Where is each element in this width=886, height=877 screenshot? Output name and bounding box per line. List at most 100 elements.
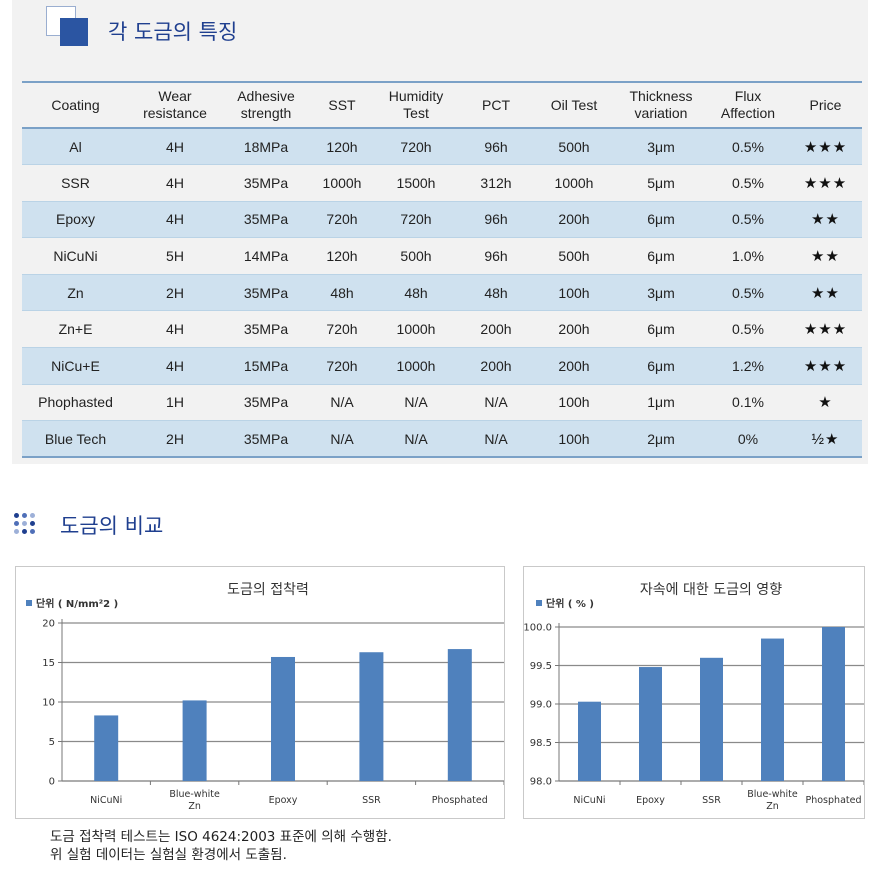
y-tick-label: 15 (42, 658, 55, 669)
price-rating-cell: ★★★ (789, 164, 862, 202)
table-cell: 15MPa (221, 347, 311, 385)
chart-title: 도금의 접착력 (227, 582, 309, 598)
x-category-label: Blue-white (169, 789, 220, 800)
table-cell: SSR (22, 164, 129, 202)
column-header: Coating (22, 81, 129, 129)
price-rating-cell: ½★ (789, 420, 862, 459)
table-cell: 100h (533, 420, 615, 459)
column-header: Humidity Test (373, 81, 459, 129)
table-cell: N/A (373, 384, 459, 421)
x-category-label: Phosphated (806, 795, 862, 806)
dot (14, 529, 19, 534)
table-cell: NiCuNi (22, 237, 129, 275)
table-row: SSR 4H 35MPa 1000h 1500h 312h 1000h 5μm 0.5% ★★★ (22, 164, 862, 202)
table-cell: 0.5% (707, 273, 789, 312)
table-cell: Blue Tech (22, 420, 129, 459)
column-header-line: strength (240, 105, 292, 121)
table-cell: 4H (129, 200, 221, 239)
table-cell: 120h (311, 127, 373, 166)
x-category-label: Epoxy (636, 795, 665, 806)
table-row: NiCuNi 5H 14MPa 120h 500h 96h 500h 6μm 1.0% ★★ (22, 237, 862, 275)
y-tick-label: 100.0 (524, 623, 552, 634)
dot (14, 521, 19, 526)
column-header-line: Affection (720, 105, 776, 121)
table-cell: 1μm (615, 384, 707, 421)
column-header-line: Flux (734, 88, 762, 104)
column-header-line: Coating (51, 96, 100, 113)
square-bullet-icon (46, 6, 88, 46)
y-tick-label: 99.0 (530, 700, 552, 711)
table-cell: 6μm (615, 310, 707, 348)
table-row: Phophasted 1H 35MPa N/A N/A N/A 100h 1μm 0.1% ★ (22, 384, 862, 421)
table-cell: 35MPa (221, 164, 311, 202)
dot (22, 513, 27, 518)
dot (14, 513, 19, 518)
table-cell: N/A (459, 384, 533, 421)
table-cell: 14MPa (221, 237, 311, 275)
column-header: PCT (459, 81, 533, 129)
bar (700, 657, 723, 781)
table-cell: 35MPa (221, 200, 311, 239)
table-cell: 720h (373, 127, 459, 166)
column-header-line: Test (403, 105, 429, 121)
y-tick-label: 10 (42, 698, 55, 709)
table-row: Zn 2H 35MPa 48h 48h 48h 100h 3μm 0.5% ★★ (22, 273, 862, 312)
table-cell: 720h (311, 347, 373, 385)
table-cell: 1H (129, 384, 221, 421)
bar (578, 701, 601, 781)
dots-bullet-icon (14, 513, 36, 535)
table-cell: 48h (459, 273, 533, 312)
table-row: Epoxy 4H 35MPa 720h 720h 96h 200h 6μm 0.5% ★★ (22, 200, 862, 239)
column-header-line: Wear (158, 88, 192, 104)
table-cell: 1.0% (707, 237, 789, 275)
table-cell: 0.5% (707, 310, 789, 348)
x-category-label: Epoxy (269, 795, 298, 806)
column-header: Adhesive strength (221, 81, 311, 129)
table-cell: Zn (22, 273, 129, 312)
price-rating-cell: ★★★ (789, 127, 862, 166)
table-cell: 2μm (615, 420, 707, 459)
table-cell: 96h (459, 127, 533, 166)
x-category-label: NiCuNi (90, 795, 122, 806)
table-cell: 3μm (615, 127, 707, 166)
table-cell: 1000h (533, 164, 615, 202)
footnote-line-2: 위 실험 데이터는 실험실 환경에서 도출됨. (50, 847, 287, 863)
table-cell: 48h (373, 273, 459, 312)
table-cell: 6μm (615, 237, 707, 275)
table-cell: 200h (533, 200, 615, 239)
table-cell: 3μm (615, 273, 707, 312)
x-category-label: Zn (766, 801, 779, 812)
chart-title: 자속에 대한 도금의 영향 (640, 582, 782, 598)
y-tick-label: 0 (49, 777, 55, 788)
table-cell: 35MPa (221, 420, 311, 459)
table-cell: 5H (129, 237, 221, 275)
table-cell: 48h (311, 273, 373, 312)
table-cell: 720h (373, 200, 459, 239)
legend-swatch (536, 600, 542, 606)
section-title-comparison: 도금의 비교 (60, 514, 164, 538)
table-cell: 6μm (615, 347, 707, 385)
table-cell: 200h (533, 347, 615, 385)
y-tick-label: 98.0 (530, 777, 552, 788)
table-cell: 1500h (373, 164, 459, 202)
x-category-label: Phosphated (432, 795, 488, 806)
bar (639, 667, 662, 781)
table-cell: 100h (533, 273, 615, 312)
table-cell: 4H (129, 164, 221, 202)
footnote-line-1: 도금 접착력 테스트는 ISO 4624:2003 표준에 의해 수행함. (50, 829, 392, 845)
column-header: Oil Test (533, 81, 615, 129)
dot (22, 521, 27, 526)
column-header: Price (789, 81, 862, 129)
x-category-label: NiCuNi (573, 795, 605, 806)
price-rating-cell: ★★ (789, 200, 862, 239)
dot (30, 513, 35, 518)
bar (271, 656, 295, 781)
coating-features-table: Coating Wear resistance Adhesive strength SST… (22, 81, 862, 459)
table-cell: 200h (459, 310, 533, 348)
table-cell: 4H (129, 347, 221, 385)
table-cell: N/A (459, 420, 533, 459)
table-cell: 6μm (615, 200, 707, 239)
column-header: SST (311, 81, 373, 129)
section-title-features: 각 도금의 특징 (108, 20, 238, 44)
